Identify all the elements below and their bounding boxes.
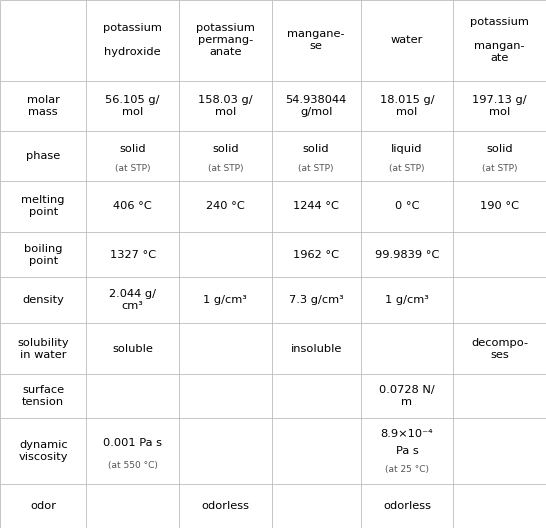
Text: Pa s: Pa s <box>396 446 418 456</box>
Text: 1244 °C: 1244 °C <box>293 201 339 211</box>
Text: potassium

hydroxide: potassium hydroxide <box>103 23 162 58</box>
Text: 158.03 g/
mol: 158.03 g/ mol <box>198 95 253 117</box>
Text: 0 °C: 0 °C <box>395 201 419 211</box>
Text: (at STP): (at STP) <box>389 164 425 173</box>
Text: solid: solid <box>486 144 513 154</box>
Text: 1962 °C: 1962 °C <box>293 250 339 259</box>
Text: surface
tension: surface tension <box>22 385 64 407</box>
Text: (at 550 °C): (at 550 °C) <box>108 461 158 470</box>
Text: 8.9×10⁻⁴: 8.9×10⁻⁴ <box>381 429 434 439</box>
Text: 406 °C: 406 °C <box>114 201 152 211</box>
Text: solid: solid <box>120 144 146 154</box>
Text: solid: solid <box>212 144 239 154</box>
Text: phase: phase <box>26 151 60 161</box>
Text: 1 g/cm³: 1 g/cm³ <box>204 296 247 305</box>
Text: insoluble: insoluble <box>290 344 342 354</box>
Text: liquid: liquid <box>391 144 423 154</box>
Text: odorless: odorless <box>201 501 250 511</box>
Text: (at STP): (at STP) <box>207 164 243 173</box>
Text: 2.044 g/
cm³: 2.044 g/ cm³ <box>109 289 156 312</box>
Text: (at 25 °C): (at 25 °C) <box>385 465 429 474</box>
Text: 99.9839 °C: 99.9839 °C <box>375 250 439 259</box>
Text: 0.0728 N/
m: 0.0728 N/ m <box>379 385 435 407</box>
Text: solid: solid <box>303 144 330 154</box>
Text: soluble: soluble <box>112 344 153 354</box>
Text: 1327 °C: 1327 °C <box>110 250 156 259</box>
Text: 1 g/cm³: 1 g/cm³ <box>385 296 429 305</box>
Text: (at STP): (at STP) <box>299 164 334 173</box>
Text: solubility
in water: solubility in water <box>17 337 69 360</box>
Text: 18.015 g/
mol: 18.015 g/ mol <box>379 95 434 117</box>
Text: dynamic
viscosity: dynamic viscosity <box>19 440 68 462</box>
Text: potassium
permang-
anate: potassium permang- anate <box>196 23 255 58</box>
Text: mangane-
se: mangane- se <box>287 30 345 51</box>
Text: melting
point: melting point <box>21 195 65 218</box>
Text: 197.13 g/
mol: 197.13 g/ mol <box>472 95 527 117</box>
Text: 0.001 Pa s: 0.001 Pa s <box>103 438 162 448</box>
Text: 7.3 g/cm³: 7.3 g/cm³ <box>289 296 343 305</box>
Text: odor: odor <box>30 501 56 511</box>
Text: molar
mass: molar mass <box>27 95 60 117</box>
Text: 240 °C: 240 °C <box>206 201 245 211</box>
Text: water: water <box>391 35 423 45</box>
Text: (at STP): (at STP) <box>115 164 151 173</box>
Text: 56.105 g/
mol: 56.105 g/ mol <box>105 95 160 117</box>
Text: 54.938044
g/mol: 54.938044 g/mol <box>286 95 347 117</box>
Text: decompo-
ses: decompo- ses <box>471 337 528 360</box>
Text: potassium

mangan-
ate: potassium mangan- ate <box>470 17 529 63</box>
Text: boiling
point: boiling point <box>24 243 62 266</box>
Text: density: density <box>22 296 64 305</box>
Text: (at STP): (at STP) <box>482 164 518 173</box>
Text: 190 °C: 190 °C <box>480 201 519 211</box>
Text: odorless: odorless <box>383 501 431 511</box>
